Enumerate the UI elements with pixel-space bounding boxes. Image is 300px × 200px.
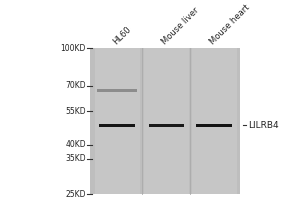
Bar <box>196 124 232 127</box>
Text: HL60: HL60 <box>111 25 132 47</box>
Bar <box>99 124 135 127</box>
Bar <box>144 48 189 194</box>
Text: 25KD: 25KD <box>65 190 86 199</box>
Text: 70KD: 70KD <box>65 81 86 90</box>
Bar <box>95 48 140 194</box>
Text: Mouse liver: Mouse liver <box>160 6 201 47</box>
Text: 55KD: 55KD <box>65 107 86 116</box>
Bar <box>148 124 184 127</box>
Text: Mouse heart: Mouse heart <box>208 3 251 47</box>
Text: LILRB4: LILRB4 <box>248 121 279 130</box>
Text: 40KD: 40KD <box>65 140 86 149</box>
Bar <box>97 89 137 92</box>
Text: 100KD: 100KD <box>60 44 86 53</box>
Bar <box>90 48 240 194</box>
Text: 35KD: 35KD <box>65 154 86 163</box>
Bar <box>192 48 237 194</box>
